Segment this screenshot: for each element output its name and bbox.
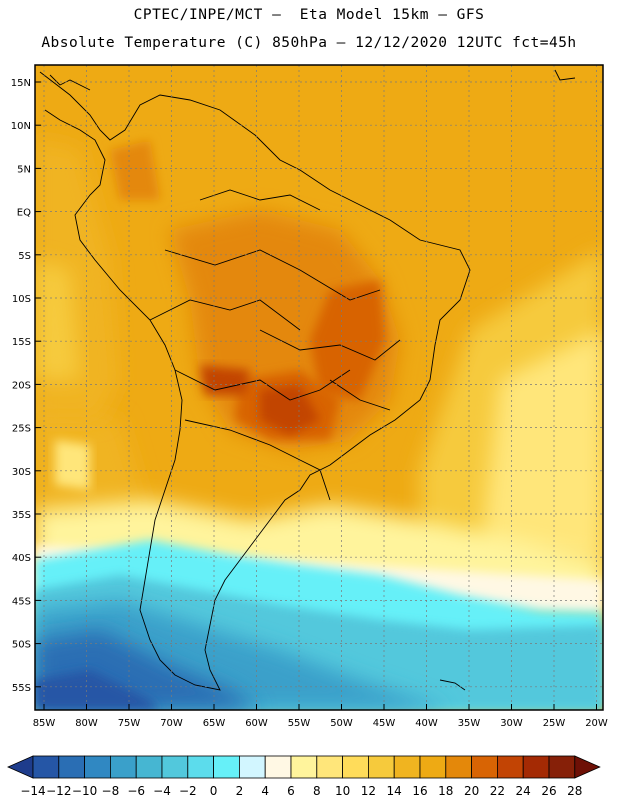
colorbar-segment bbox=[162, 756, 188, 778]
latitude-label: 10S bbox=[12, 294, 31, 305]
colorbar-segment bbox=[85, 756, 111, 778]
latitude-label: 25S bbox=[12, 424, 31, 435]
latitude-label: 40S bbox=[12, 553, 31, 564]
colorbar-label: 6 bbox=[287, 784, 295, 798]
colorbar-segment bbox=[136, 756, 162, 778]
longitude-label: 45W bbox=[373, 718, 396, 729]
colorbar-segment bbox=[446, 756, 472, 778]
colorbar-segment bbox=[549, 756, 575, 778]
colorbar-arrow-low bbox=[8, 756, 33, 778]
longitude-label: 25W bbox=[543, 718, 566, 729]
colorbar-label: −12 bbox=[46, 784, 71, 798]
colorbar-segment bbox=[343, 756, 369, 778]
longitude-label: 85W bbox=[33, 718, 56, 729]
colorbar-segment bbox=[420, 756, 446, 778]
longitude-label: 50W bbox=[330, 718, 353, 729]
colorbar-label: −10 bbox=[72, 784, 97, 798]
colorbar-label: −6 bbox=[127, 784, 145, 798]
longitude-label: 65W bbox=[203, 718, 226, 729]
colorbar-label: 16 bbox=[412, 784, 427, 798]
colorbar-segment bbox=[239, 756, 265, 778]
colorbar-segment bbox=[214, 756, 240, 778]
latitude-label: 15N bbox=[11, 78, 31, 89]
latitude-label: EQ bbox=[17, 208, 31, 219]
colorbar-segment bbox=[59, 756, 85, 778]
colorbar-segment bbox=[317, 756, 343, 778]
colorbar-segment bbox=[523, 756, 549, 778]
colorbar-label: 2 bbox=[236, 784, 244, 798]
latitude-label: 20S bbox=[12, 380, 31, 391]
longitude-label: 30W bbox=[500, 718, 523, 729]
longitude-label: 35W bbox=[458, 718, 481, 729]
longitude-label: 70W bbox=[160, 718, 183, 729]
latitude-label: 15S bbox=[12, 337, 31, 348]
colorbar-label: 8 bbox=[313, 784, 321, 798]
colorbar-label: 12 bbox=[361, 784, 376, 798]
colorbar-segment bbox=[265, 756, 291, 778]
colorbar-label: 4 bbox=[261, 784, 269, 798]
latitude-label: 55S bbox=[12, 683, 31, 694]
colorbar-segment bbox=[291, 756, 317, 778]
colorbar-segment bbox=[497, 756, 523, 778]
colorbar-segment bbox=[188, 756, 214, 778]
longitude-label: 55W bbox=[288, 718, 311, 729]
colorbar-segment bbox=[472, 756, 498, 778]
color-scale bbox=[8, 756, 600, 778]
colorbar-arrow-high bbox=[575, 756, 600, 778]
longitude-label: 20W bbox=[585, 718, 608, 729]
colorbar-label: −14 bbox=[20, 784, 45, 798]
longitude-label: 40W bbox=[415, 718, 438, 729]
latitude-label: 35S bbox=[12, 510, 31, 521]
latitude-label: 45S bbox=[12, 596, 31, 607]
color-scale-labels: −14 −12 −10 −8 −6 −4 −2 0 2 4 6 8 10 12 14 16 18 20 22 24 26… bbox=[20, 784, 582, 798]
colorbar-label: 24 bbox=[516, 784, 531, 798]
colorbar-segment bbox=[110, 756, 136, 778]
temperature-field bbox=[35, 65, 603, 710]
colorbar-segment bbox=[33, 756, 59, 778]
colorbar-label: 18 bbox=[438, 784, 453, 798]
longitude-label: 80W bbox=[75, 718, 98, 729]
colorbar-label: −2 bbox=[179, 784, 197, 798]
latitude-label: 10N bbox=[11, 121, 31, 132]
colorbar-segment bbox=[368, 756, 394, 778]
colorbar-label: 22 bbox=[490, 784, 505, 798]
latitude-label: 50S bbox=[12, 640, 31, 651]
longitude-label: 75W bbox=[118, 718, 141, 729]
longitude-label: 60W bbox=[245, 718, 268, 729]
colorbar-label: 20 bbox=[464, 784, 479, 798]
colorbar-label: 0 bbox=[210, 784, 218, 798]
colorbar-label: 26 bbox=[541, 784, 556, 798]
colorbar-label: 28 bbox=[567, 784, 582, 798]
colorbar-label: 14 bbox=[387, 784, 402, 798]
colorbar-segment bbox=[394, 756, 420, 778]
colorbar-label: −8 bbox=[102, 784, 120, 798]
latitude-label: 5N bbox=[17, 164, 31, 175]
latitude-label: 5S bbox=[18, 251, 31, 262]
latitude-label: 30S bbox=[12, 467, 31, 478]
colorbar-label: 10 bbox=[335, 784, 350, 798]
colorbar-label: −4 bbox=[153, 784, 171, 798]
